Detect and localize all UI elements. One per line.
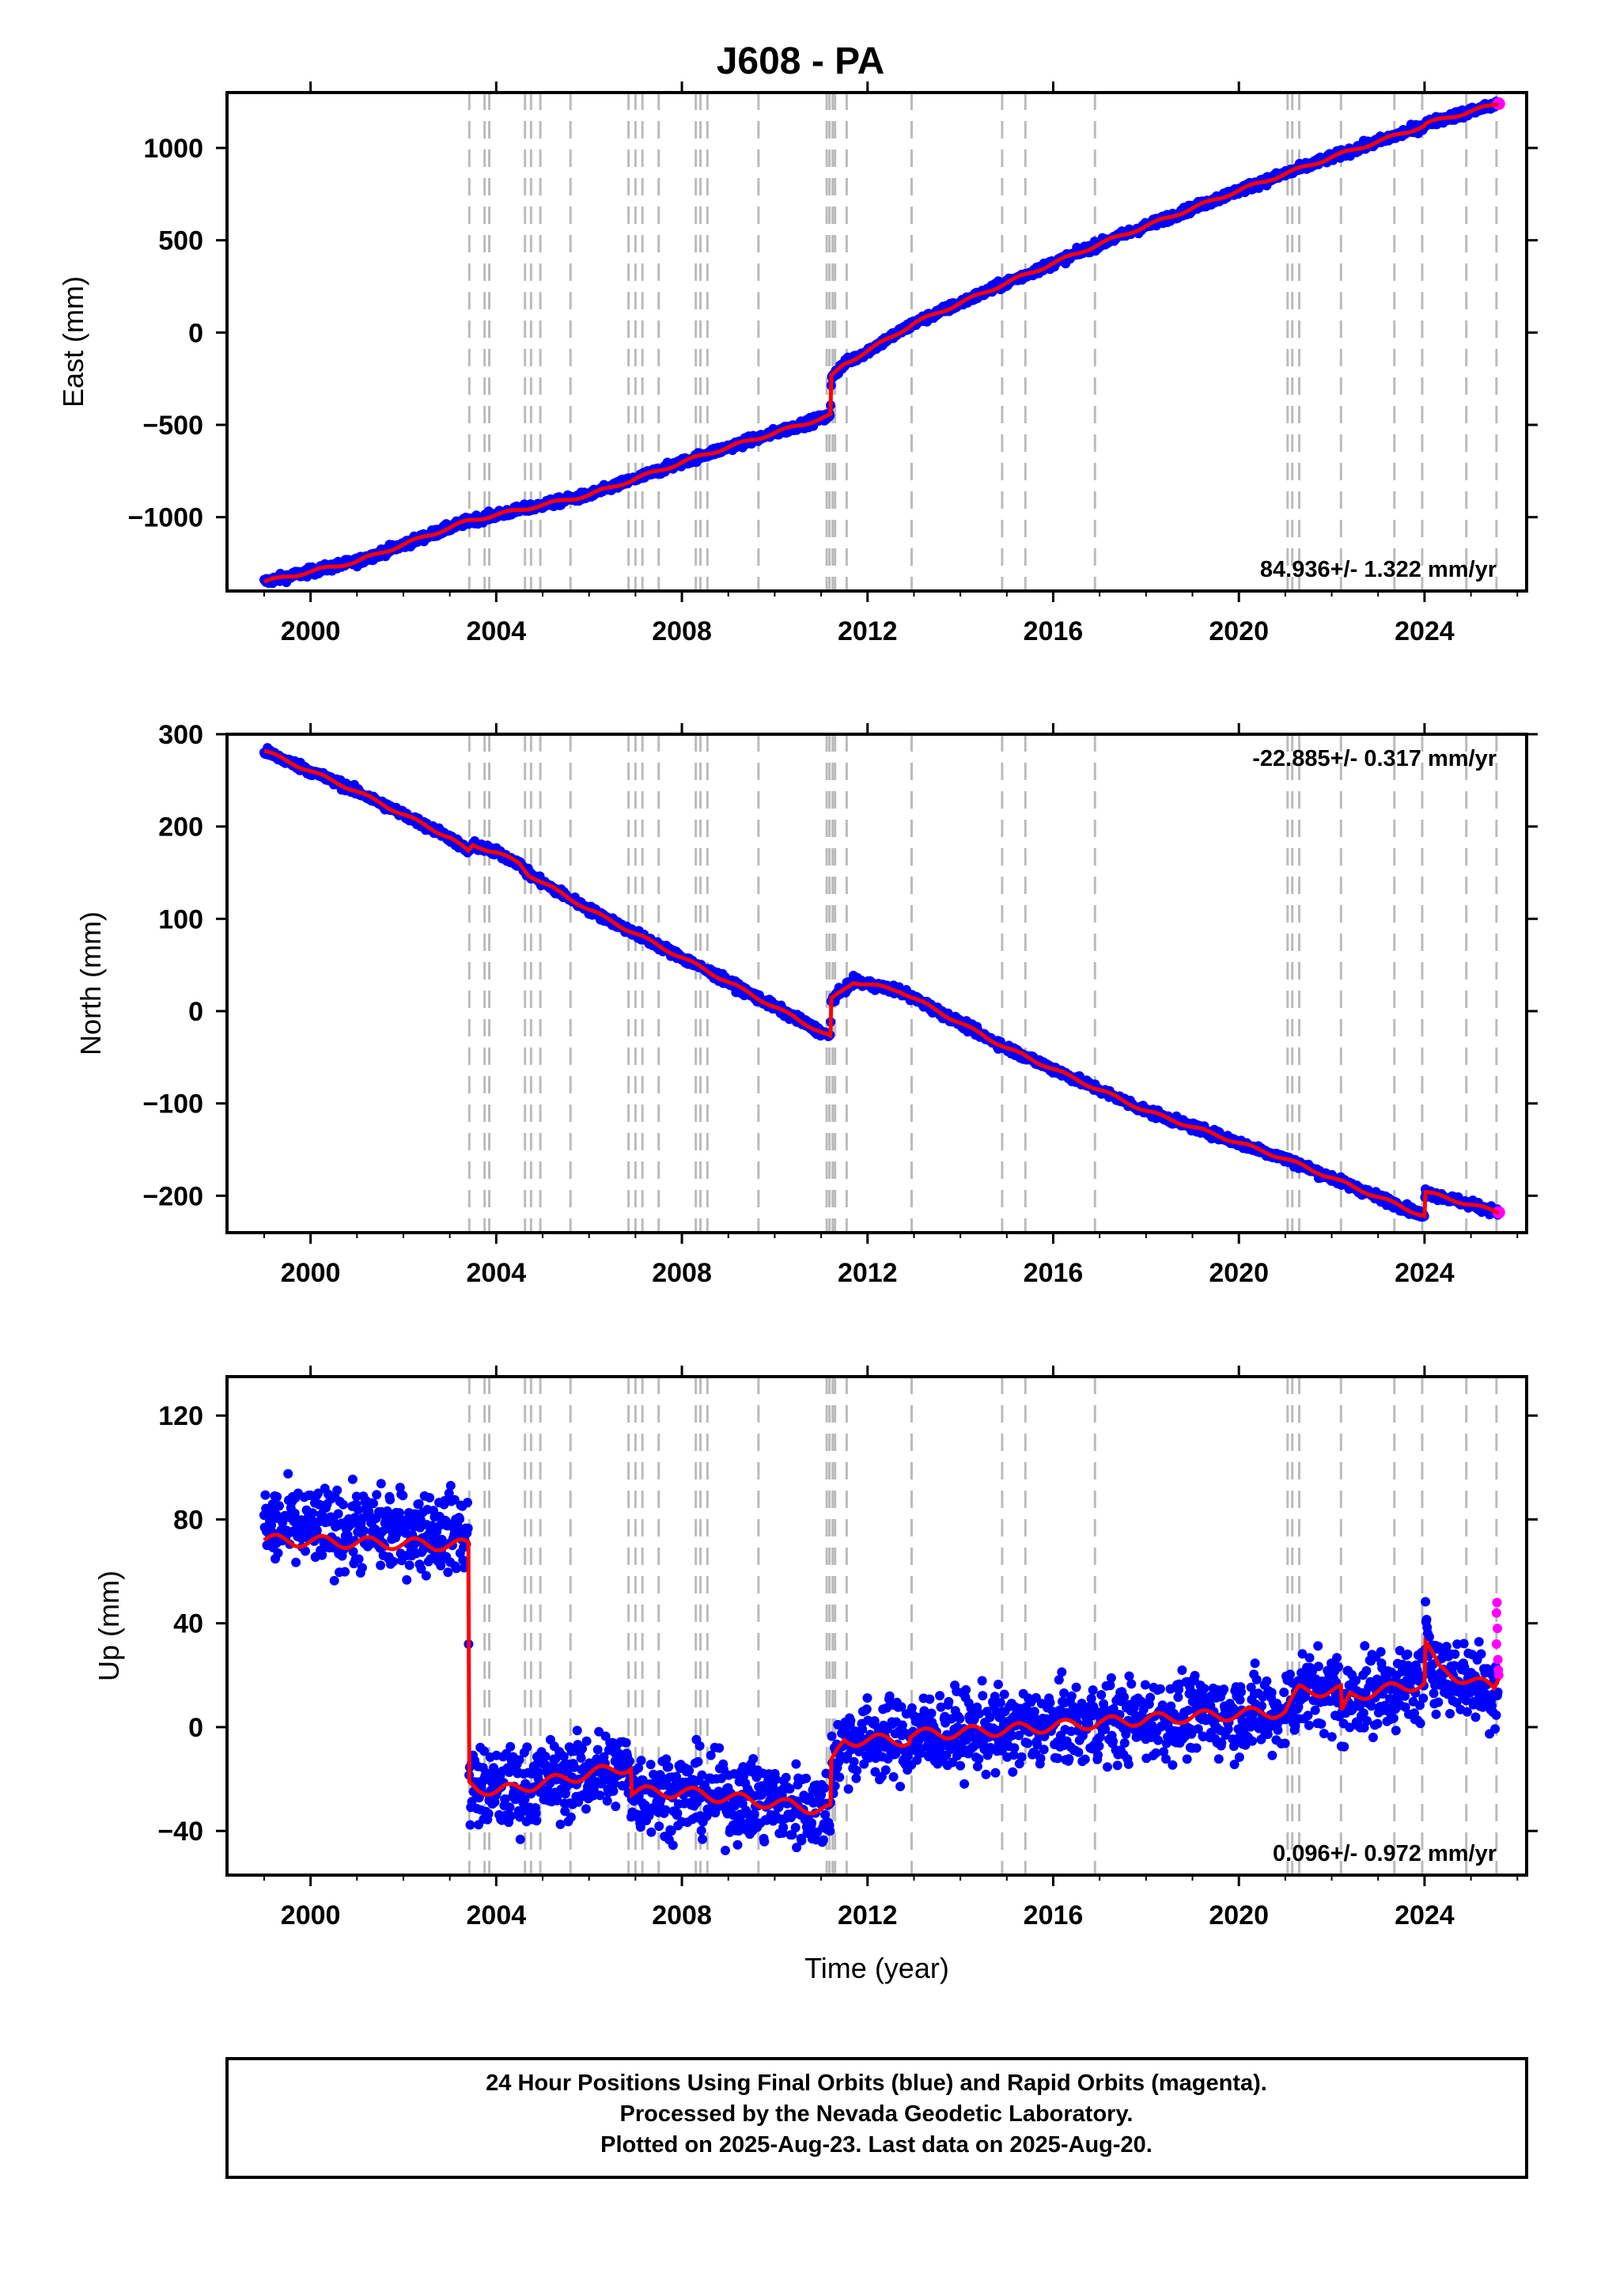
data-point xyxy=(404,1560,414,1570)
y-tick-label: 300 xyxy=(158,720,203,750)
data-point xyxy=(445,1480,456,1491)
x-tick-label: 2024 xyxy=(1395,1258,1455,1288)
data-point xyxy=(274,1501,284,1511)
panels: 2000 2004 2008 2012 2016 2020 2024−1000−500050… xyxy=(57,81,1538,1984)
model-line xyxy=(263,102,1500,584)
panel-1: 2000 2004 2008 2012 2016 2020 2024 −1000 −500 0 50… xyxy=(57,81,1538,646)
data-point xyxy=(317,1550,327,1560)
data-point xyxy=(329,1575,339,1586)
final-orbit-points xyxy=(259,1468,1503,1855)
rate-label: -22.885+/- 0.317 mm/yr xyxy=(1252,746,1497,771)
data-point xyxy=(376,1479,386,1489)
data-point xyxy=(272,1491,282,1502)
y-tick-label: −1000 xyxy=(128,503,204,533)
data-point xyxy=(291,1557,301,1567)
x-tick-label: 2000 xyxy=(281,616,341,646)
data-point xyxy=(425,1493,435,1502)
data-point xyxy=(333,1509,343,1519)
data-point xyxy=(357,1563,367,1573)
y-axis-label: North (mm) xyxy=(74,911,107,1055)
final-orbit-points xyxy=(259,743,1503,1222)
x-tick-label: 2024 xyxy=(1395,616,1455,646)
data-point xyxy=(354,1554,364,1564)
data-point xyxy=(443,1567,453,1578)
x-tick-label: 2020 xyxy=(1209,616,1269,646)
x-tick-label: 2004 xyxy=(467,616,527,646)
data-point xyxy=(283,1468,293,1479)
x-tick-label: 2008 xyxy=(652,1258,712,1288)
y-tick-label: 500 xyxy=(158,226,203,256)
rate-label: 84.936+/- 1.322 mm/yr xyxy=(1260,557,1497,582)
data-point xyxy=(369,1498,378,1509)
x-tick-label: 2008 xyxy=(652,616,712,646)
data-point xyxy=(338,1499,348,1510)
data-point xyxy=(372,1490,382,1500)
x-tick-label: 2020 xyxy=(1209,1258,1269,1288)
data-point xyxy=(359,1525,369,1536)
data-point xyxy=(414,1498,424,1509)
x-tick-label: 2016 xyxy=(1024,616,1084,646)
data-point xyxy=(402,1574,412,1585)
data-point xyxy=(340,1567,350,1577)
figure-title: J608 - PA xyxy=(717,40,885,82)
data-point xyxy=(388,1556,399,1567)
x-tick-label: 2016 xyxy=(1024,1258,1084,1288)
panel-2: 2000 2004 2008 2012 2016 2020 2024 −200 −100 0 100… xyxy=(74,720,1538,1288)
data-point xyxy=(398,1491,408,1501)
y-tick-label: 200 xyxy=(158,813,203,843)
x-tick-label: 2012 xyxy=(838,1258,898,1288)
data-point xyxy=(260,1490,271,1500)
y-axis-label: East (mm) xyxy=(57,276,89,407)
y-tick-label: −200 xyxy=(142,1181,203,1211)
x-tick-label: 2004 xyxy=(467,1258,527,1288)
y-tick-label: 0 xyxy=(188,318,203,348)
x-tick-label: 2000 xyxy=(281,1258,341,1288)
data-point xyxy=(273,1548,283,1558)
data-point xyxy=(347,1474,358,1484)
data-point xyxy=(385,1495,396,1505)
y-tick-label: 1000 xyxy=(143,134,203,164)
data-point xyxy=(421,1570,431,1581)
y-tick-label: −500 xyxy=(142,411,203,441)
data-point xyxy=(376,1560,386,1570)
x-tick-label: 2012 xyxy=(838,616,898,646)
panel-3: 2000 2004 2008 2012 2016 2020 2024−4004080120U… xyxy=(93,1366,1538,1984)
y-tick-label: 0 xyxy=(188,997,203,1027)
y-tick-label: 100 xyxy=(158,904,203,934)
data-point xyxy=(308,1508,318,1518)
y-tick-label: −100 xyxy=(142,1089,203,1120)
data-point xyxy=(332,1485,343,1495)
